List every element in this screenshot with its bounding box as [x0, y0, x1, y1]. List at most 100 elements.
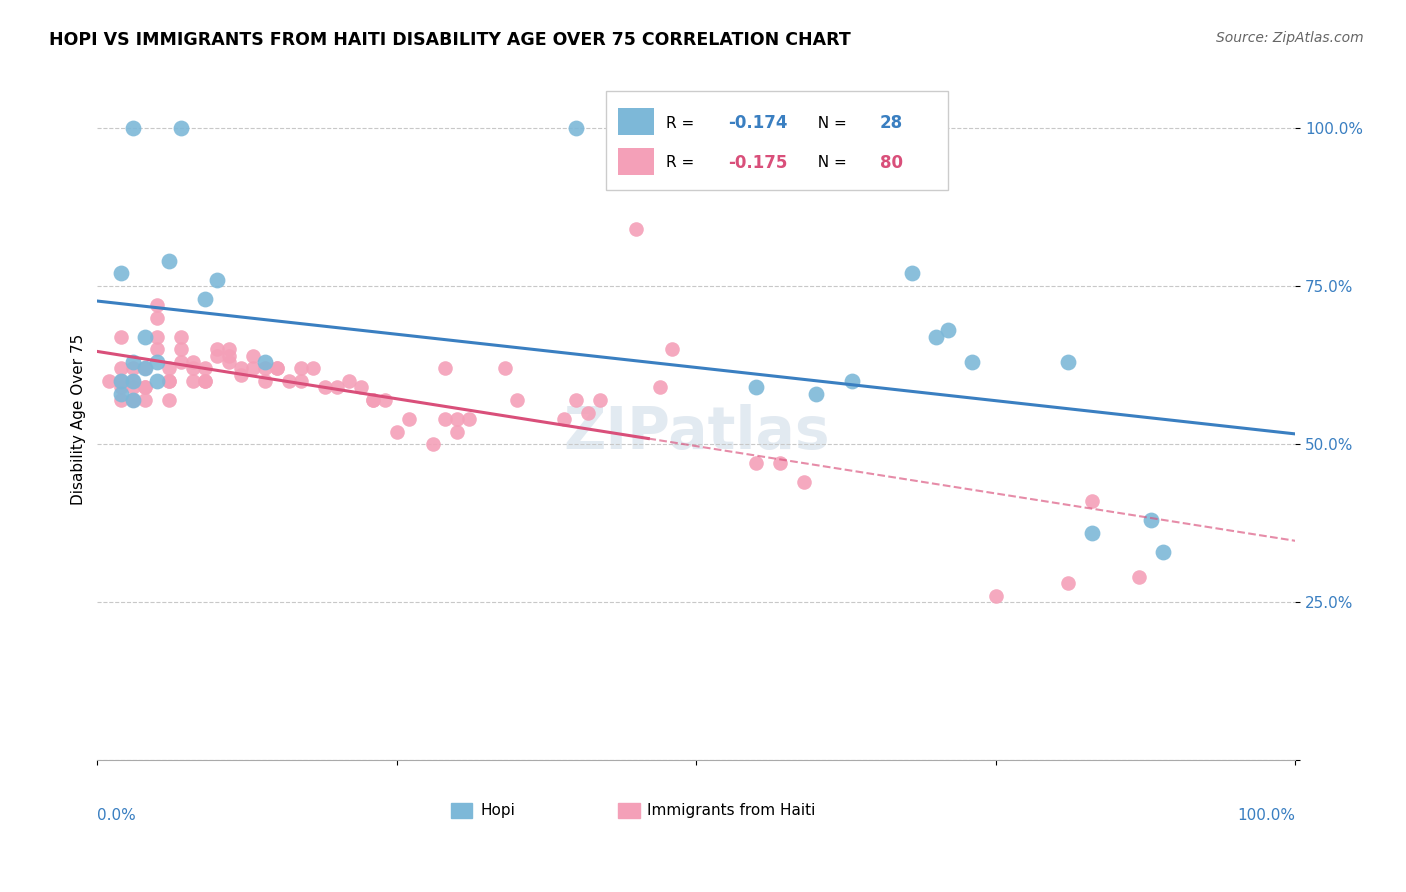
- Point: [122, 121, 145, 136]
- Point: [361, 392, 384, 407]
- Text: Source: ZipAtlas.com: Source: ZipAtlas.com: [1216, 31, 1364, 45]
- Point: [266, 361, 288, 376]
- Bar: [619, 804, 640, 819]
- Point: [229, 368, 252, 382]
- Point: [122, 374, 145, 388]
- Text: Hopi: Hopi: [481, 803, 516, 818]
- Point: [181, 361, 204, 376]
- Point: [433, 361, 456, 376]
- Point: [936, 323, 959, 337]
- Text: 28: 28: [880, 114, 903, 132]
- Point: [110, 374, 132, 388]
- Point: [218, 355, 240, 369]
- Point: [242, 349, 264, 363]
- Point: [901, 267, 924, 281]
- Point: [374, 392, 396, 407]
- Point: [984, 589, 1007, 603]
- Text: Immigrants from Haiti: Immigrants from Haiti: [647, 803, 815, 818]
- Point: [745, 456, 768, 470]
- Point: [98, 374, 121, 388]
- Text: R =: R =: [666, 116, 699, 131]
- Point: [1152, 545, 1174, 559]
- Point: [314, 380, 336, 394]
- Point: [110, 267, 132, 281]
- Point: [242, 361, 264, 376]
- Point: [278, 374, 301, 388]
- Point: [122, 361, 145, 376]
- Point: [337, 374, 360, 388]
- Point: [205, 273, 228, 287]
- Point: [181, 374, 204, 388]
- Text: -0.174: -0.174: [728, 114, 789, 132]
- Point: [925, 329, 948, 343]
- Point: [433, 412, 456, 426]
- Point: [134, 392, 156, 407]
- Point: [146, 329, 169, 343]
- Bar: [451, 804, 472, 819]
- Point: [1080, 494, 1102, 508]
- Point: [1056, 355, 1078, 369]
- Point: [170, 343, 193, 357]
- Point: [194, 292, 217, 306]
- Point: [205, 343, 228, 357]
- Point: [553, 412, 575, 426]
- Point: [110, 386, 132, 401]
- Point: [385, 425, 408, 439]
- Point: [290, 361, 312, 376]
- Point: [146, 355, 169, 369]
- Point: [254, 361, 277, 376]
- Point: [181, 355, 204, 369]
- Point: [494, 361, 516, 376]
- Point: [361, 392, 384, 407]
- Text: N =: N =: [807, 116, 851, 131]
- Text: 0.0%: 0.0%: [97, 808, 136, 823]
- Bar: [619, 108, 654, 136]
- Point: [302, 361, 325, 376]
- Point: [326, 380, 349, 394]
- Point: [146, 298, 169, 312]
- Point: [110, 329, 132, 343]
- Point: [146, 343, 169, 357]
- Point: [422, 437, 444, 451]
- Point: [229, 361, 252, 376]
- Point: [194, 374, 217, 388]
- Point: [1056, 576, 1078, 591]
- Point: [134, 361, 156, 376]
- Text: 100.0%: 100.0%: [1237, 808, 1295, 823]
- Point: [122, 355, 145, 369]
- Text: R =: R =: [666, 155, 699, 170]
- Point: [110, 374, 132, 388]
- Point: [960, 355, 983, 369]
- Point: [398, 412, 420, 426]
- Y-axis label: Disability Age Over 75: Disability Age Over 75: [72, 334, 86, 505]
- Point: [146, 374, 169, 388]
- Point: [194, 374, 217, 388]
- Point: [769, 456, 792, 470]
- Point: [565, 121, 588, 136]
- Point: [134, 329, 156, 343]
- Point: [254, 355, 277, 369]
- Point: [589, 392, 612, 407]
- Point: [134, 380, 156, 394]
- Point: [745, 380, 768, 394]
- Point: [157, 374, 180, 388]
- Point: [1140, 513, 1163, 527]
- Bar: [619, 148, 654, 175]
- Text: -0.175: -0.175: [728, 153, 787, 172]
- Point: [170, 121, 193, 136]
- Point: [650, 380, 672, 394]
- Point: [110, 380, 132, 394]
- Text: HOPI VS IMMIGRANTS FROM HAITI DISABILITY AGE OVER 75 CORRELATION CHART: HOPI VS IMMIGRANTS FROM HAITI DISABILITY…: [49, 31, 851, 49]
- Point: [157, 253, 180, 268]
- Point: [110, 392, 132, 407]
- Point: [1128, 570, 1150, 584]
- Point: [134, 361, 156, 376]
- Point: [505, 392, 527, 407]
- Text: N =: N =: [807, 155, 851, 170]
- Point: [218, 343, 240, 357]
- Point: [218, 349, 240, 363]
- Point: [122, 392, 145, 407]
- Point: [804, 386, 827, 401]
- Point: [254, 374, 277, 388]
- Point: [134, 380, 156, 394]
